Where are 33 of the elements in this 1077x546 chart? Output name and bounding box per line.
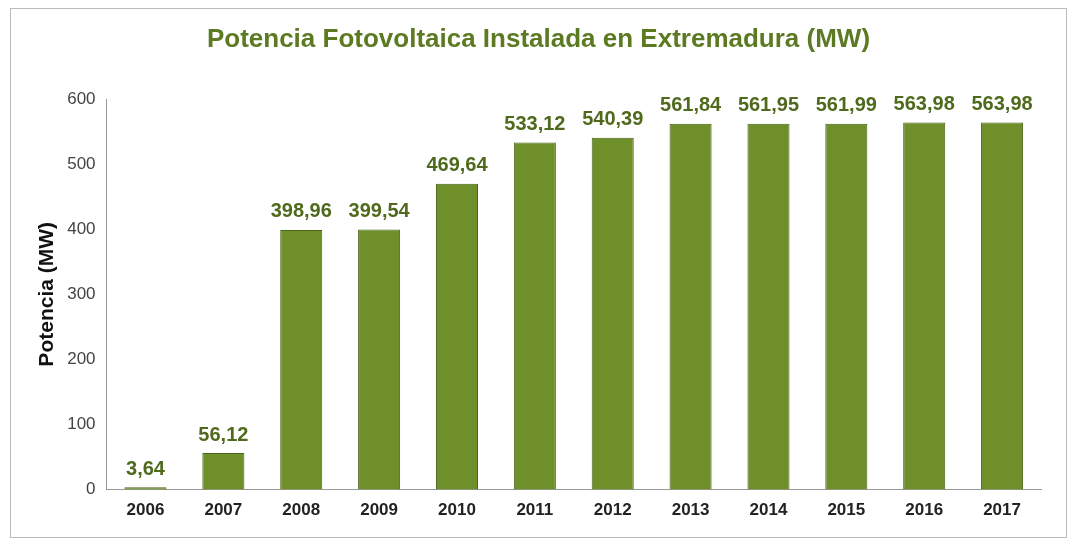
- data-label: 398,96: [270, 199, 332, 222]
- data-label: 469,64: [426, 153, 489, 176]
- data-label: 3,64: [126, 456, 166, 479]
- y-tick-label: 500: [67, 153, 96, 173]
- x-tick-label: 2014: [749, 500, 788, 520]
- data-label: 399,54: [348, 199, 411, 222]
- data-label: 561,99: [815, 93, 877, 116]
- x-tick-label: 2013: [671, 500, 710, 520]
- y-tick-label: 0: [86, 479, 96, 499]
- x-tick-label: 2016: [905, 500, 944, 520]
- y-tick-label: 200: [67, 349, 96, 369]
- y-axis-title: Potencia (MW): [34, 221, 58, 367]
- y-tick-label: 600: [67, 88, 96, 108]
- x-tick-label: 2009: [360, 500, 399, 520]
- x-tick-label: 2007: [204, 500, 243, 520]
- chart-title: Potencia Fotovoltaica Instalada en Extremadura (MW): [205, 23, 872, 54]
- data-label: 563,98: [893, 91, 955, 114]
- data-label: 533,12: [504, 112, 566, 135]
- x-tick-label: 2010: [438, 500, 476, 520]
- x-tick-label: 2012: [593, 500, 632, 520]
- y-tick-label: 100: [67, 414, 96, 434]
- y-tick-label: 400: [67, 218, 96, 238]
- y-tick-label: 300: [67, 283, 96, 303]
- x-tick-label: 2017: [983, 500, 1021, 520]
- data-label: 56,12: [198, 422, 249, 445]
- data-label: 561,84: [660, 93, 723, 116]
- data-label: 540,39: [582, 107, 644, 130]
- x-tick-label: 2008: [282, 500, 321, 520]
- x-tick-label: 2006: [126, 500, 165, 520]
- x-tick-label: 2015: [827, 500, 866, 520]
- x-tick-label: 2011: [516, 500, 554, 520]
- data-label: 563,98: [971, 91, 1033, 114]
- data-label: 561,95: [737, 93, 800, 116]
